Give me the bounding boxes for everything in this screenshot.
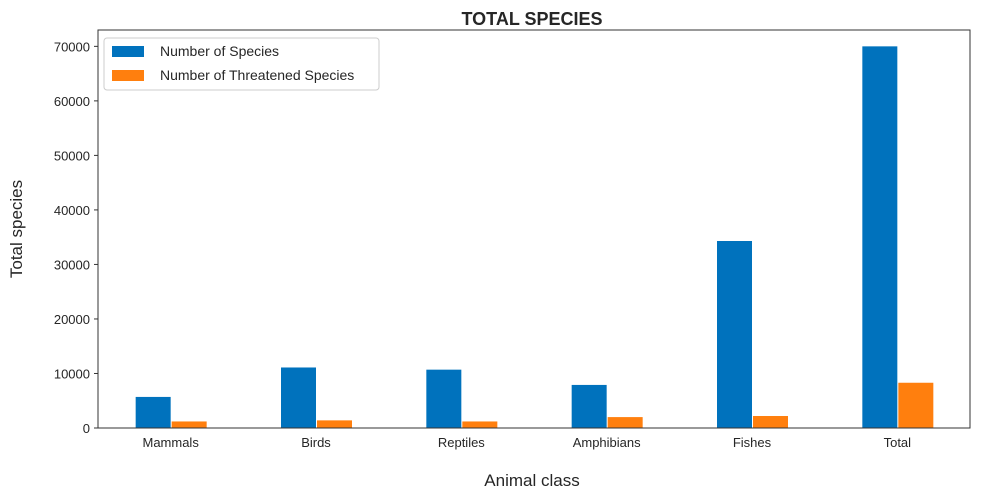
y-tick-label: 0 <box>83 421 90 436</box>
y-tick-label: 20000 <box>54 312 90 327</box>
y-tick-label: 70000 <box>54 39 90 54</box>
bar-species-amphibians <box>571 384 607 428</box>
bar-threatened-fishes <box>753 416 788 428</box>
legend-swatch <box>112 46 144 57</box>
bar-threatened-reptiles <box>462 421 498 428</box>
x-tick-label: Amphibians <box>573 435 641 450</box>
y-tick-label: 60000 <box>54 94 90 109</box>
x-tick-label: Mammals <box>142 435 199 450</box>
x-tick-label: Fishes <box>733 435 772 450</box>
legend: Number of Species Number of Threatened Sp… <box>103 37 380 91</box>
x-tick-label: Reptiles <box>438 435 485 450</box>
y-axis-label: Total species <box>7 180 26 278</box>
legend-label: Number of Threatened Species <box>160 67 354 83</box>
bar-species-mammals <box>135 396 171 428</box>
legend-swatch <box>112 70 144 81</box>
x-tick-label: Birds <box>301 435 331 450</box>
bar-species-total <box>862 46 898 428</box>
chart-title: TOTAL SPECIES <box>461 9 602 29</box>
x-tick-label: Total <box>884 435 912 450</box>
legend-box <box>103 37 380 91</box>
bar-species-fishes <box>717 240 752 428</box>
axes-frame <box>97 29 971 429</box>
x-axis-label: Animal class <box>484 471 579 490</box>
y-tick-label: 40000 <box>54 203 90 218</box>
bar-threatened-amphibians <box>607 417 643 428</box>
y-tick-label: 50000 <box>54 148 90 163</box>
plot-area: 0 10000 20000 30000 40000 50000 60000 70000 Mamm… <box>54 39 934 450</box>
bar-species-birds <box>281 367 316 428</box>
bar-threatened-total <box>898 382 934 428</box>
bar-species-reptiles <box>426 369 462 428</box>
y-tick-label: 10000 <box>54 366 90 381</box>
bar-threatened-birds <box>317 420 352 428</box>
bar-threatened-mammals <box>171 421 207 428</box>
y-tick-label: 30000 <box>54 257 90 272</box>
legend-label: Number of Species <box>160 43 279 59</box>
